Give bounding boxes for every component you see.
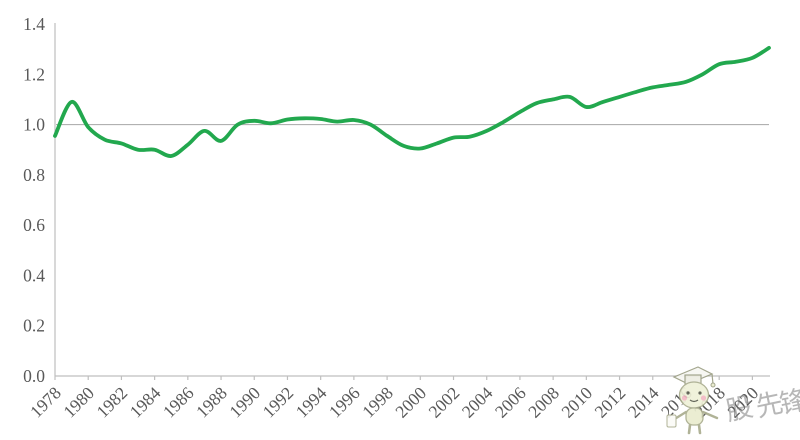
x-tick-label: 2008	[524, 383, 563, 422]
y-tick-label: 0.6	[23, 215, 45, 235]
y-tick-label: 1.4	[23, 14, 45, 34]
x-tick-label: 2000	[391, 383, 430, 422]
y-tick-label: 0.0	[23, 366, 45, 386]
x-tick-label: 1990	[225, 383, 264, 422]
x-tick-label: 2012	[590, 383, 629, 422]
y-tick-label: 1.2	[23, 64, 45, 84]
y-tick-label: 1.0	[23, 115, 45, 135]
x-tick-label: 2006	[491, 383, 530, 422]
x-tick-label: 2020	[723, 383, 762, 422]
x-tick-label: 1998	[358, 383, 397, 422]
x-tick-label: 2010	[557, 383, 596, 422]
x-tick-label: 1988	[192, 383, 231, 422]
y-tick-label: 0.4	[23, 265, 45, 285]
x-tick-label: 2018	[690, 383, 729, 422]
x-tick-label: 1982	[92, 383, 131, 422]
x-tick-label: 2004	[458, 383, 497, 422]
x-tick-label: 1980	[59, 383, 98, 422]
y-tick-label: 0.8	[23, 165, 45, 185]
x-tick-label: 1994	[292, 383, 331, 422]
series-line	[53, 46, 771, 158]
x-tick-label: 2016	[657, 383, 696, 422]
x-tick-label: 1986	[159, 383, 198, 422]
x-tick-label: 1996	[325, 383, 364, 422]
x-tick-label: 1992	[258, 383, 297, 422]
y-tick-label: 0.2	[23, 316, 45, 336]
x-tick-label: 1978	[26, 383, 65, 422]
x-tick-label: 1984	[126, 383, 165, 422]
x-tick-label: 2014	[624, 383, 663, 422]
x-tick-label: 2002	[424, 383, 463, 422]
